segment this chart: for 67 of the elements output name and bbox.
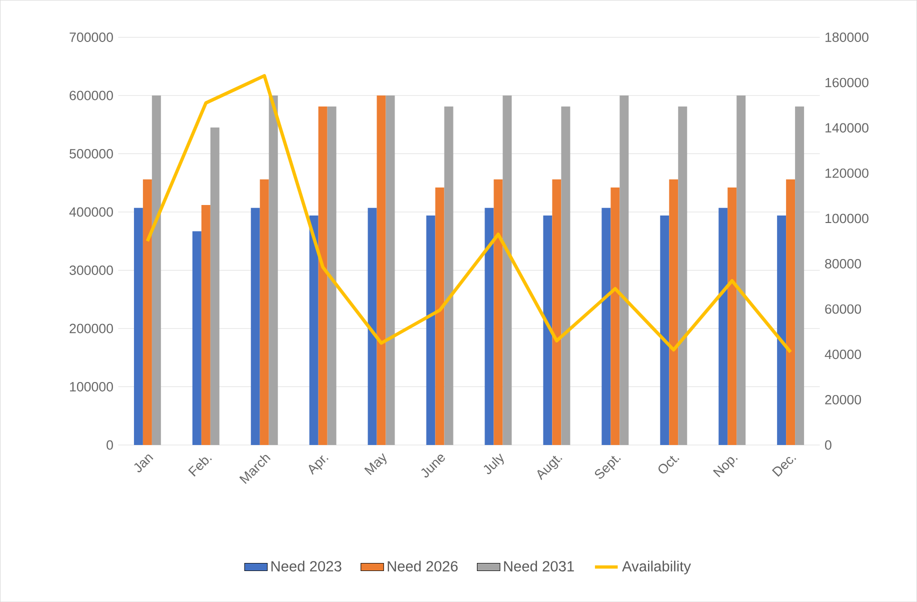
bar [552,179,562,445]
bar [309,215,318,445]
bar [660,215,670,445]
bar [561,106,570,445]
x-tick-label: Oct. [658,456,680,474]
bar [368,208,377,445]
bar [620,95,629,445]
line-series [146,74,792,354]
y-tick-label: 200000 [70,324,113,334]
x-tick-label: Feb. [188,457,212,476]
y-tick-label: 300000 [70,265,113,275]
bar [484,208,494,445]
bar [543,215,552,445]
bar [318,106,328,445]
y-tick-label: 600000 [70,90,113,100]
bar [718,208,728,445]
bar [435,187,444,445]
bar [795,106,804,445]
y2-tick-label: 60000 [825,304,862,314]
bar [786,179,796,445]
bar [376,95,386,445]
bar [201,204,210,445]
y-tick-label: 0 [106,440,113,450]
legend-label: Need 2031 [504,560,574,572]
bar [610,187,620,445]
bar [250,208,260,445]
y2-tick-label: 160000 [826,78,868,88]
x-tick-label: Nop. [712,457,738,478]
bar [192,231,202,445]
bar [386,95,395,445]
legend-label: Need 2023 [271,560,342,572]
x-tick-label: May [364,453,387,476]
x-tick-label: Jan [134,454,154,472]
x-tick-label: July [484,453,504,474]
y2-tick-label: 140000 [826,123,868,132]
bar [728,187,737,445]
bar [268,95,278,445]
bar [777,215,786,445]
bar [327,106,336,445]
bar [134,208,143,445]
x-tick-label: Apr. [308,455,328,475]
bar [260,179,269,445]
legend-label: Need 2026 [388,560,458,572]
bar [669,179,678,445]
y-tick-label: 400000 [69,207,113,217]
bar [152,95,161,445]
bar [444,106,454,445]
bar [494,179,503,445]
legend-label: Availability [622,560,691,574]
y2-tick-label: 80000 [825,258,862,268]
bar [210,127,220,445]
y2-tick-label: 100000 [826,214,868,224]
y-tick-label: 700000 [70,32,113,42]
y2-tick-label: 120000 [826,168,868,178]
bar [502,95,512,445]
bar [426,215,436,445]
bar [678,106,688,445]
y2-tick-label: 0 [825,440,832,450]
y2-tick-label: 180000 [826,32,868,42]
y-tick-label: 500000 [70,148,113,158]
x-tick-label: Dec. [772,456,796,477]
bar [142,179,152,445]
bar [602,208,611,445]
y2-tick-label: 20000 [825,394,862,404]
y-tick-label: 100000 [70,382,113,392]
y2-tick-label: 40000 [824,350,862,360]
bar [736,95,746,445]
